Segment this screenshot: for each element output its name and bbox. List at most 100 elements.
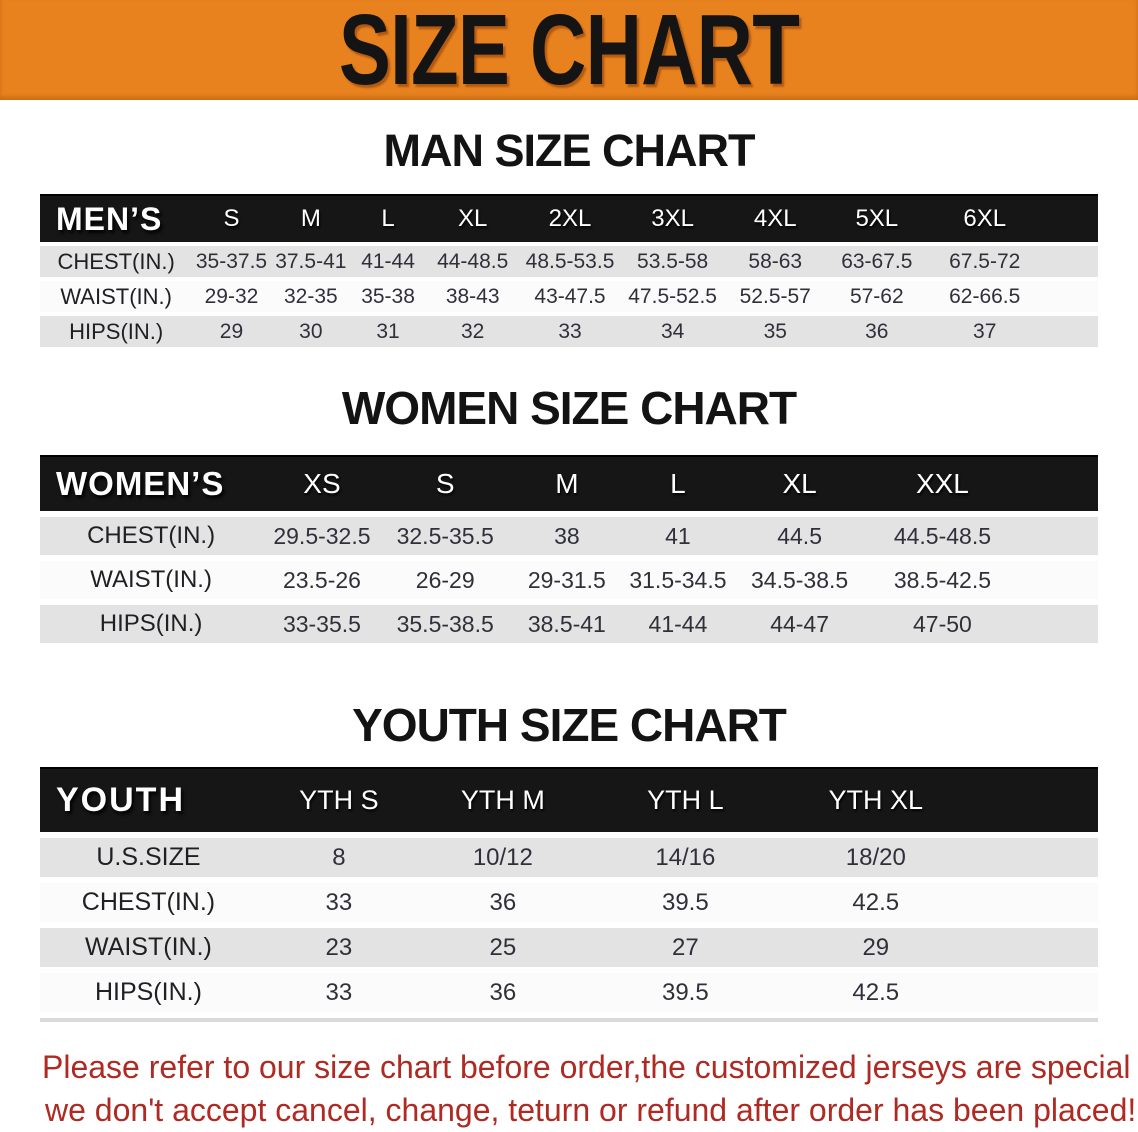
measurement-value: 44.5 — [730, 517, 869, 555]
size-column-header: XL — [730, 455, 869, 511]
row-spacer — [1040, 281, 1098, 312]
header-spacer — [965, 767, 1098, 832]
table-corner-label: WOMEN’S — [40, 455, 263, 511]
measurement-value: 23.5-26 — [262, 561, 382, 599]
man-size-table-wrap: MEN’S S M L XL 2XL 3XL 4XL 5XL 6XL CHEST(IN.) 35-37… — [0, 190, 1138, 351]
measurement-value: 42.5 — [785, 973, 966, 1012]
size-column-header: XS — [262, 455, 382, 511]
measurement-value: 35.5-38.5 — [381, 605, 509, 643]
row-spacer — [965, 838, 1098, 877]
man-size-chart-heading: MAN SIZE CHART — [383, 125, 756, 176]
measurement-value: 32-35 — [270, 281, 352, 312]
measurement-value: 62-66.5 — [928, 281, 1041, 312]
measurement-value: 29.5-32.5 — [262, 517, 382, 555]
disclaimer-line-1: Please refer to our size chart before or… — [42, 1049, 1138, 1085]
measurement-value: 36 — [420, 883, 585, 922]
row-spacer — [965, 973, 1098, 1012]
measurement-value: 38-43 — [425, 281, 521, 312]
measurement-value: 29 — [785, 928, 966, 967]
size-column-header: 5XL — [824, 194, 929, 242]
measurement-value: 44.5-48.5 — [868, 517, 1017, 555]
measurement-value: 48.5-53.5 — [520, 246, 620, 277]
measurement-value: 32 — [425, 316, 521, 347]
measurement-value: 29 — [192, 316, 271, 347]
measurement-value: 67.5-72 — [928, 246, 1041, 277]
measurement-row-label: CHEST(IN.) — [40, 883, 257, 922]
measurement-value: 47-50 — [868, 605, 1017, 643]
row-spacer — [1016, 605, 1098, 643]
measurement-value: 31 — [351, 316, 426, 347]
measurement-value: 33-35.5 — [262, 605, 382, 643]
measurement-value: 14/16 — [584, 838, 786, 877]
size-column-header: 6XL — [928, 194, 1041, 242]
measurement-value: 34 — [619, 316, 726, 347]
measurement-value: 31.5-34.5 — [625, 561, 731, 599]
table-header-row: YOUTH YTH S YTH M YTH L YTH XL — [40, 767, 1098, 832]
measurement-value: 30 — [270, 316, 352, 347]
measurement-value: 37.5-41 — [270, 246, 352, 277]
size-column-header: YTH S — [256, 767, 421, 832]
measurement-value: 26-29 — [381, 561, 509, 599]
youth-size-table-wrap: YOUTH YTH S YTH M YTH L YTH XL U.S.SIZE 8 10/12… — [40, 761, 1098, 1022]
table-header-row: WOMEN’S XS S M L XL XXL — [40, 455, 1098, 511]
measurement-value: 33 — [256, 883, 421, 922]
measurement-row-label: WAIST(IN.) — [40, 281, 193, 312]
youth-size-table: YOUTH YTH S YTH M YTH L YTH XL U.S.SIZE 8 10/12… — [40, 761, 1098, 1018]
size-column-header: 4XL — [725, 194, 825, 242]
measurement-value: 23 — [256, 928, 421, 967]
measurement-value: 38.5-42.5 — [868, 561, 1017, 599]
measurement-value: 38.5-41 — [508, 605, 626, 643]
women-size-chart-section: WOMEN SIZE CHART WOMEN’S XS S M L XL XXL CHEST(… — [0, 383, 1138, 649]
youth-size-chart-section: YOUTH SIZE CHART YOUTH YTH S YTH M YTH L YTH… — [0, 699, 1138, 1022]
measurement-row-label: HIPS(IN.) — [40, 316, 193, 347]
measurement-value: 35-37.5 — [192, 246, 271, 277]
size-column-header: S — [192, 194, 271, 242]
table-row: WAIST(IN.) 29-32 32-35 35-38 38-43 43-47.5 47.… — [40, 281, 1098, 312]
measurement-value: 39.5 — [584, 883, 786, 922]
measurement-value: 8 — [256, 838, 421, 877]
table-row: CHEST(IN.) 29.5-32.5 32.5-35.5 38 41 44.5 44.5… — [40, 517, 1098, 555]
size-chart-banner-title: SIZE CHART — [338, 0, 800, 100]
measurement-value: 47.5-52.5 — [619, 281, 726, 312]
measurement-value: 10/12 — [420, 838, 585, 877]
measurement-value: 32.5-35.5 — [381, 517, 509, 555]
measurement-value: 29-31.5 — [508, 561, 626, 599]
row-spacer — [1016, 517, 1098, 555]
header-spacer — [1040, 194, 1098, 242]
man-size-table: MEN’S S M L XL 2XL 3XL 4XL 5XL 6XL CHEST(IN.) 35-37… — [40, 190, 1098, 351]
measurement-row-label: HIPS(IN.) — [40, 973, 257, 1012]
measurement-value: 41-44 — [351, 246, 426, 277]
women-size-chart-heading: WOMEN SIZE CHART — [341, 382, 797, 434]
size-column-header: L — [351, 194, 426, 242]
man-size-chart-section: MAN SIZE CHART MEN’S S M L XL 2XL 3XL 4XL 5XL 6XL… — [0, 126, 1138, 351]
table-corner-label: MEN’S — [40, 194, 193, 242]
disclaimer-line-2: we don't accept cancel, change, teturn o… — [45, 1092, 1137, 1128]
measurement-row-label: CHEST(IN.) — [40, 246, 193, 277]
size-column-header: M — [508, 455, 626, 511]
table-row: HIPS(IN.) 33 36 39.5 42.5 — [40, 973, 1098, 1012]
row-spacer — [1016, 561, 1098, 599]
size-column-header: S — [381, 455, 509, 511]
table-header-row: MEN’S S M L XL 2XL 3XL 4XL 5XL 6XL — [40, 194, 1098, 242]
measurement-value: 29-32 — [192, 281, 271, 312]
measurement-value: 27 — [584, 928, 786, 967]
disclaimer-text: Please refer to our size chart before or… — [42, 1046, 1138, 1132]
measurement-value: 36 — [420, 973, 585, 1012]
measurement-value: 58-63 — [725, 246, 825, 277]
measurement-value: 39.5 — [584, 973, 786, 1012]
measurement-value: 44-48.5 — [425, 246, 521, 277]
size-column-header: YTH M — [420, 767, 585, 832]
measurement-row-label: WAIST(IN.) — [40, 561, 263, 599]
table-row: CHEST(IN.) 33 36 39.5 42.5 — [40, 883, 1098, 922]
row-spacer — [965, 883, 1098, 922]
measurement-value: 37 — [928, 316, 1041, 347]
table-row: HIPS(IN.) 29 30 31 32 33 34 35 36 37 — [40, 316, 1098, 347]
measurement-value: 42.5 — [785, 883, 966, 922]
measurement-value: 36 — [824, 316, 929, 347]
table-row: WAIST(IN.) 23.5-26 26-29 29-31.5 31.5-34.5 34… — [40, 561, 1098, 599]
measurement-value: 52.5-57 — [725, 281, 825, 312]
measurement-value: 33 — [256, 973, 421, 1012]
size-column-header: M — [270, 194, 352, 242]
size-column-header: 2XL — [520, 194, 620, 242]
row-spacer — [1040, 316, 1098, 347]
